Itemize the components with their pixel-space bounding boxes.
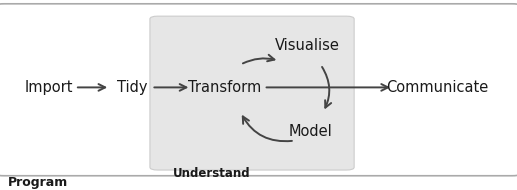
- FancyBboxPatch shape: [150, 16, 354, 170]
- Text: Understand: Understand: [173, 167, 251, 180]
- Text: Tidy: Tidy: [117, 80, 147, 95]
- Text: Program: Program: [8, 176, 68, 189]
- Text: Communicate: Communicate: [386, 80, 488, 95]
- Text: Transform: Transform: [188, 80, 262, 95]
- FancyBboxPatch shape: [0, 4, 517, 176]
- Text: Model: Model: [288, 124, 332, 139]
- Text: Visualise: Visualise: [275, 38, 340, 53]
- Text: Import: Import: [25, 80, 73, 95]
